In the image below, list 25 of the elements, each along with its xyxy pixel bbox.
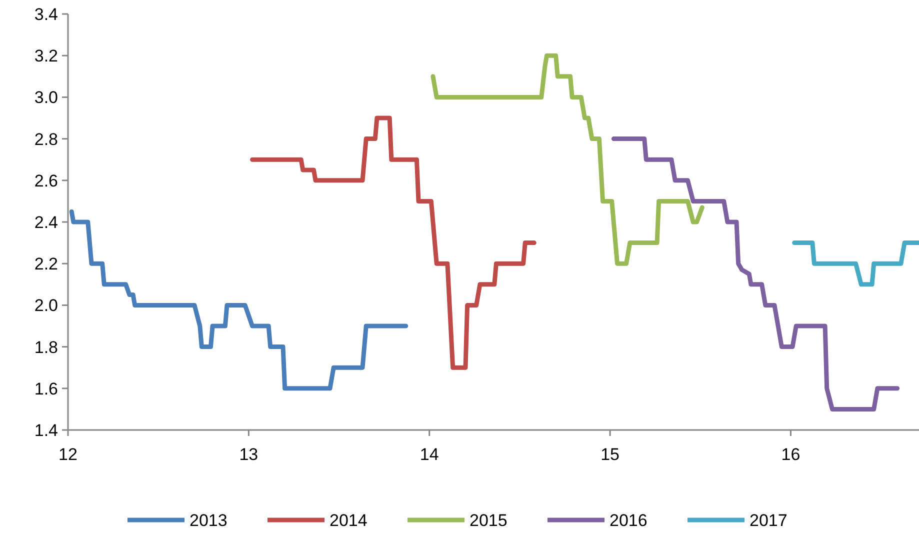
x-tick-label: 16 [781, 445, 800, 464]
line-series [430, 53, 704, 266]
legend-label: 2015 [470, 510, 508, 530]
y-tick-label: 1.6 [34, 379, 58, 398]
y-tick-label: 3.2 [34, 46, 58, 66]
y-tick-label: 2.0 [34, 296, 58, 316]
y-tick-label: 2.6 [34, 171, 58, 190]
y-tick-label: 1.4 [34, 420, 58, 440]
y-tick-label: 2.8 [34, 130, 58, 149]
line-series [250, 116, 536, 370]
y-tick-label: 3.0 [34, 88, 58, 108]
line-series [69, 209, 408, 391]
legend-label: 2016 [610, 510, 648, 530]
x-tick-label: 15 [600, 445, 620, 464]
line-series [611, 136, 900, 412]
legend-label: 2017 [750, 510, 788, 530]
y-tick-label: 1.8 [34, 338, 58, 357]
x-tick-label: 12 [58, 445, 78, 464]
legend-label: 2014 [330, 510, 368, 530]
y-tick-label: 2.4 [34, 212, 58, 232]
legend-label: 2013 [190, 510, 228, 530]
x-tick-label: 13 [239, 445, 258, 464]
y-tick-label: 2.2 [34, 254, 58, 274]
y-tick-label: 3.4 [34, 4, 58, 24]
x-tick-label: 14 [420, 445, 439, 464]
